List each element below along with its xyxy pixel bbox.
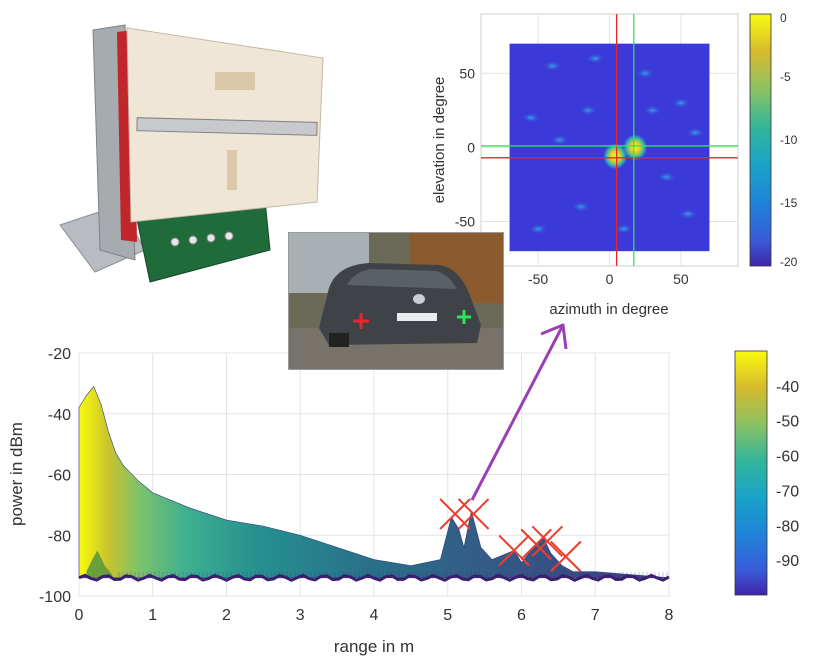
range-x-tick: 7 <box>591 607 600 624</box>
range-noise-floor <box>78 573 670 582</box>
car-photo-scene <box>289 233 503 369</box>
heatmap-hotspot <box>603 143 628 170</box>
range-x-axis-label: range in m <box>334 637 414 656</box>
range-x-tick: 6 <box>517 607 526 624</box>
heatmap-y-tick: -50 <box>455 214 475 230</box>
range-colorbar-tick: -40 <box>776 379 799 396</box>
range-colorbar-tick: -70 <box>776 483 799 500</box>
range-x-tick: 2 <box>222 607 231 624</box>
heatmap-colorbar-ticks: 0 -5 -10 -15 -20 <box>780 11 798 269</box>
heatmap-x-tick-labels: -50 0 50 <box>528 271 689 287</box>
heatmap-sidelobe <box>586 53 605 64</box>
range-x-tick-labels: 0 1 2 3 4 5 6 7 8 <box>75 607 674 624</box>
detection-cross <box>498 534 530 567</box>
heatmap-y-tick: 0 <box>467 139 475 155</box>
heatmap-x-tick: -50 <box>528 271 548 287</box>
range-colorbar-tick: -90 <box>776 553 799 570</box>
range-y-tick: -60 <box>48 468 71 485</box>
range-colorbar-tick: -60 <box>776 449 799 466</box>
radar-module-photo <box>59 24 324 283</box>
detection-cross <box>520 528 552 561</box>
range-power-area <box>78 385 670 579</box>
heatmap-y-tick: 50 <box>459 65 475 81</box>
heatmap-sidelobe <box>579 105 598 116</box>
range-y-tick-labels: -100 -80 -60 -40 -20 <box>39 346 71 606</box>
range-x-tick: 5 <box>443 607 452 624</box>
range-secondary-peak <box>86 550 113 578</box>
heatmap-colorbar-tick: -5 <box>780 70 791 84</box>
heatmap-colorbar-strip <box>749 13 772 267</box>
heatmap-sidelobe <box>636 68 655 79</box>
heatmap-sidelobe <box>550 135 569 145</box>
heatmap-sidelobe <box>614 223 633 234</box>
heatmap-y-axis-label: elevation in degree <box>431 77 448 204</box>
detection-cross <box>550 540 582 573</box>
detection-cross <box>457 498 490 530</box>
heatmap-x-axis-label: azimuth in degree <box>549 301 668 318</box>
radar-connectors <box>170 231 234 247</box>
heatmap-sidelobe <box>657 172 676 183</box>
heatmap-sidelobes <box>521 53 705 234</box>
range-colorbar-tick: -50 <box>776 414 799 431</box>
range-profile-plot: 0 1 2 3 4 5 6 7 8 -100 -80 -60 -40 -20 range in m po… <box>7 346 674 656</box>
range-y-axis-label: power in dBm <box>7 422 26 526</box>
heatmap-colorbar: 0 -5 -10 -15 -20 <box>749 11 798 269</box>
annotation-arrow-line <box>470 326 564 501</box>
heatmap-sidelobe <box>571 201 590 212</box>
heatmap-sidelobe <box>679 209 698 220</box>
range-x-tick: 0 <box>75 607 84 624</box>
red-cross-marker <box>353 313 369 329</box>
heatmap-sidelobe <box>686 127 705 138</box>
range-x-tick: 4 <box>370 607 379 624</box>
heatmap-sidelobe <box>643 105 662 116</box>
radar-rf-connectors <box>136 117 318 136</box>
range-x-tick: 8 <box>665 607 674 624</box>
heatmap-colorbar-tick: -15 <box>780 196 798 210</box>
annotation-arrow <box>470 323 568 501</box>
detection-cross <box>531 525 564 558</box>
green-cross-marker <box>457 310 471 324</box>
range-colorbar: -40 -50 -60 -70 -80 -90 <box>734 350 799 596</box>
range-detection-crosses <box>439 498 582 573</box>
car-logo <box>413 294 425 304</box>
heatmap-hotspot <box>623 134 648 161</box>
car-wheel-left <box>329 333 349 347</box>
range-y-tick: -80 <box>48 528 71 545</box>
annotation-arrowhead <box>540 323 568 350</box>
range-x-tick: 1 <box>148 607 157 624</box>
range-colorbar-tick: -80 <box>776 518 799 535</box>
car-license-plate <box>397 313 437 321</box>
heatmap-sidelobe <box>529 223 548 234</box>
heatmap-sidelobe <box>671 97 690 108</box>
heatmap-sidelobe <box>521 112 540 123</box>
range-colorbar-strip <box>734 350 768 596</box>
range-y-tick: -40 <box>48 407 71 424</box>
azimuth-elevation-heatmap: -50 0 50 -50 0 50 azimuth in degree elevatio… <box>431 13 739 318</box>
range-y-tick: -100 <box>39 589 71 606</box>
heatmap-x-tick: 0 <box>606 271 614 287</box>
heatmap-colorbar-tick: -10 <box>780 133 798 147</box>
heatmap-marker-lines <box>481 14 738 266</box>
detection-cross <box>439 498 471 530</box>
heatmap-y-tick-labels: -50 0 50 <box>455 65 475 229</box>
heatmap-sidelobe <box>543 60 562 71</box>
heatmap-colorbar-tick: 0 <box>780 11 787 25</box>
heatmap-colorbar-tick: -20 <box>780 255 798 269</box>
range-colorbar-ticks: -40 -50 -60 -70 -80 -90 <box>776 379 799 570</box>
range-y-tick: -20 <box>48 346 71 363</box>
radar-board-details <box>215 72 255 190</box>
heatmap-x-tick: 50 <box>673 271 689 287</box>
car-photo <box>288 232 504 370</box>
car-windshield <box>347 269 457 289</box>
range-x-tick: 3 <box>296 607 305 624</box>
heatmap-hotspots <box>603 134 648 170</box>
